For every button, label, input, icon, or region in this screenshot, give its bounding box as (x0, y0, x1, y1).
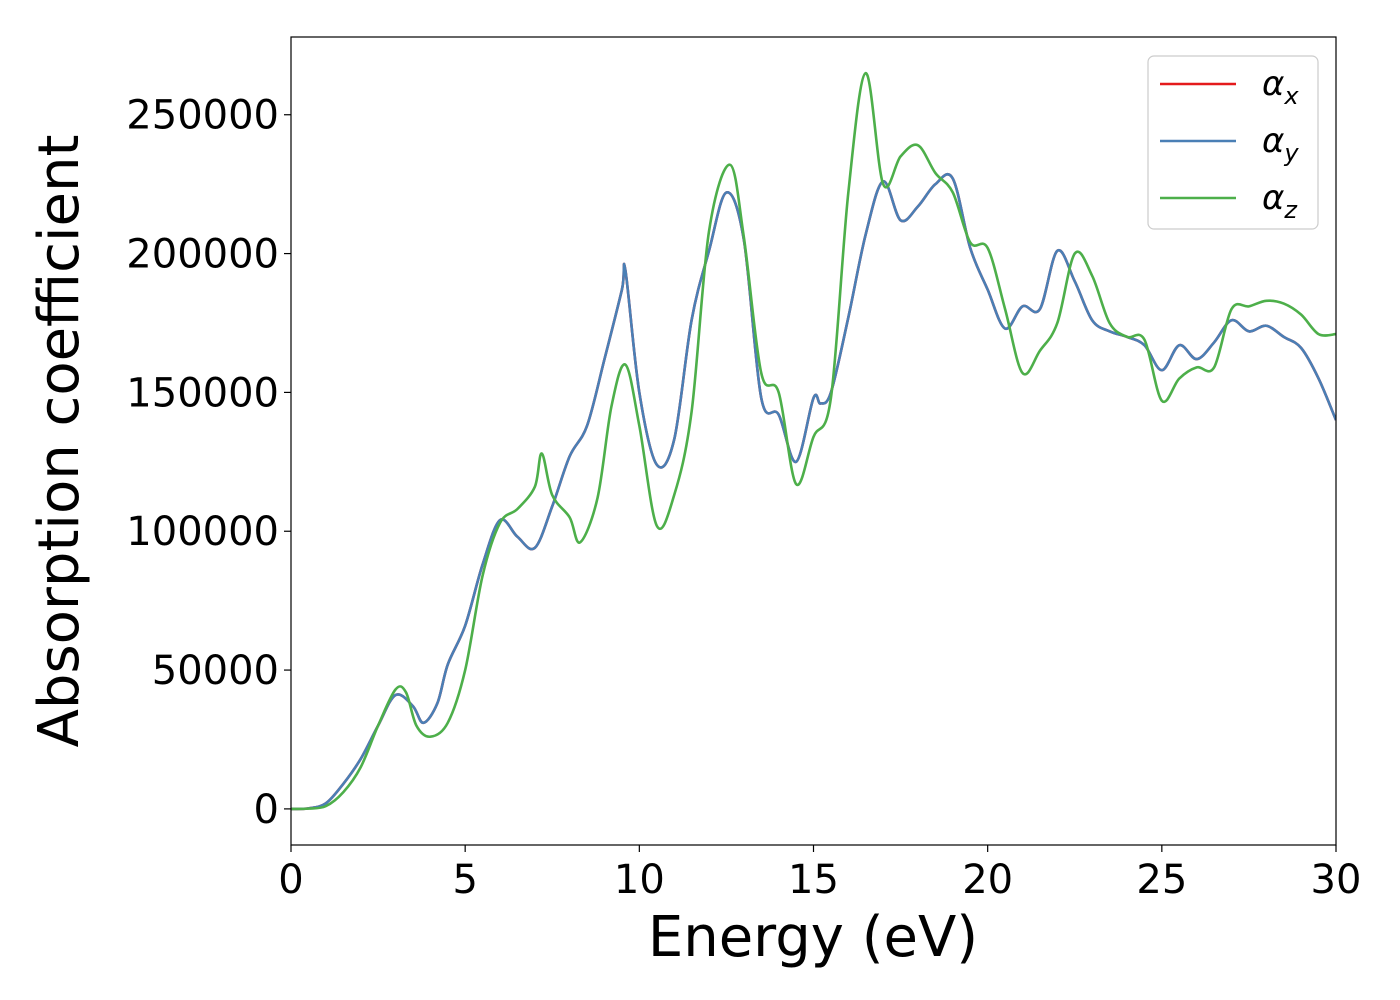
series-layer (291, 71, 1336, 811)
legend-label-alpha-x: αx (1262, 64, 1299, 110)
y-tick-label: 50000 (152, 648, 279, 694)
y-tick-label: 200000 (126, 232, 279, 278)
x-tick-label: 30 (1311, 857, 1362, 903)
y-tick-label: 100000 (126, 509, 279, 555)
y-axis-label: Absorption coefficient (27, 135, 92, 748)
x-tick-label: 15 (788, 857, 839, 903)
x-tick-label: 10 (614, 857, 665, 903)
legend: αx αy αz (1147, 55, 1319, 230)
x-tick-label: 20 (962, 857, 1013, 903)
x-tick-label: 25 (1136, 857, 1187, 903)
x-axis-ticks: 0 5 10 15 20 25 30 (278, 845, 1361, 903)
series-line-alpha-y (291, 173, 1336, 811)
legend-label-alpha-z: αz (1262, 178, 1298, 224)
x-tick-label: 5 (452, 857, 477, 903)
x-tick-label: 0 (278, 857, 303, 903)
legend-box (1147, 55, 1319, 230)
y-axis-ticks: 0 50000 100000 150000 200000 250000 (126, 93, 291, 833)
legend-label-alpha-y: αy (1262, 121, 1299, 167)
y-tick-label: 150000 (126, 370, 279, 416)
y-tick-label: 0 (254, 787, 279, 833)
y-tick-label: 250000 (126, 93, 279, 139)
x-axis-label: Energy (eV) (648, 905, 978, 970)
series-line-alpha-x (291, 173, 1336, 811)
series-line-alpha-z (291, 71, 1336, 811)
